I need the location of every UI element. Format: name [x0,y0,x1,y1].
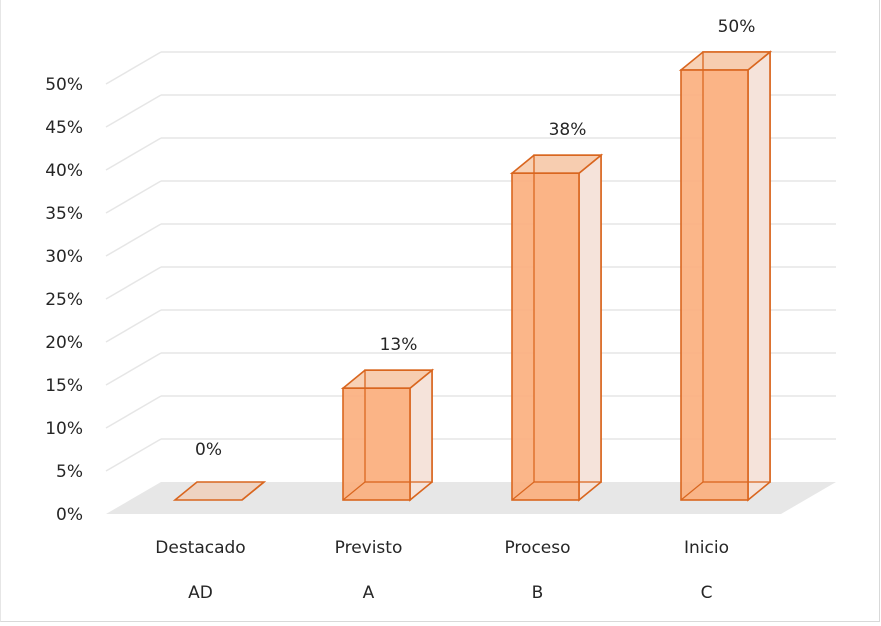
gridline-side [105,180,162,214]
gridline-side [105,309,162,343]
gridline-side [105,51,162,85]
y-tick-label: 45% [45,118,83,138]
category-name-label: Proceso [504,538,570,558]
y-tick-label: 40% [45,161,83,181]
category-name-label: Inicio [684,538,729,558]
bar-top-face [172,481,267,501]
bar-ad [172,481,267,501]
y-tick-label: 0% [56,505,83,525]
y-tick-label: 5% [56,462,83,482]
category-code-label: A [363,583,375,603]
bar-inner-edge [511,481,535,501]
bar-front-face [511,172,580,501]
data-label: 50% [718,17,756,37]
category-name-label: Previsto [335,538,403,558]
y-tick-label: 15% [45,376,83,396]
category-code-label: AD [188,583,213,603]
data-labels: 0% 13% 38% 50% [195,17,755,460]
y-axis-tick-labels: 0% 5% 10% 15% 20% 25% 30% 35% 40% 45% 50% [45,75,83,525]
gridline-side [105,223,162,257]
bar-a [340,368,435,502]
gridline-side [105,137,162,171]
bar-b [509,153,604,502]
category-code-label: C [701,583,713,603]
y-tick-label: 30% [45,247,83,267]
y-tick-label: 25% [45,290,83,310]
gridline-side [105,266,162,300]
floor-plane [106,482,836,514]
bar-side-face [578,153,602,502]
y-tick-label: 35% [45,204,83,224]
category-name-label: Destacado [155,538,245,558]
category-code-label: B [532,583,544,603]
bar-inner-edge [342,481,366,501]
y-tick-label: 10% [45,419,83,439]
bar-side-face [409,368,433,502]
bar-inner-edge [680,481,704,501]
y-tick-label: 50% [45,75,83,95]
y-tick-label: 20% [45,333,83,353]
gridline-side [105,94,162,128]
data-label: 13% [380,335,418,355]
gridline-side [105,352,162,386]
data-label: 38% [549,120,587,140]
gridline-side [105,438,162,472]
category-labels: Destacado AD Previsto A Proceso B Inicio C [155,538,729,603]
bars [172,50,773,502]
data-label: 0% [195,440,222,460]
chart-floor [106,482,836,514]
bar-c [678,50,773,502]
bar-front-face [680,69,749,501]
bar-front-face [342,387,411,501]
gridline-side [105,395,162,429]
bar-side-face [747,50,771,502]
